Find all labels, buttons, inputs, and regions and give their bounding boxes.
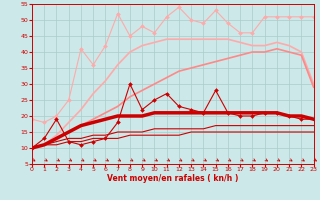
X-axis label: Vent moyen/en rafales ( kn/h ): Vent moyen/en rafales ( kn/h ) (107, 174, 238, 183)
